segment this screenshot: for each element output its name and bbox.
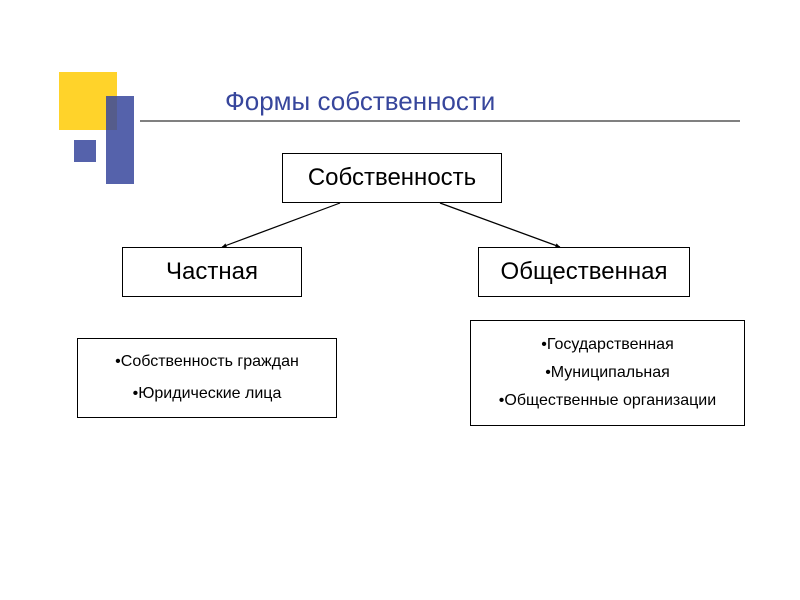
slide-title: Формы собственности [225, 86, 495, 117]
node-root-label: Собственность [308, 164, 476, 192]
node-root: Собственность [282, 153, 502, 203]
node-public: Общественная [478, 247, 690, 297]
list-item: •Общественные организации [499, 392, 716, 410]
decor-blue-small [74, 140, 96, 162]
node-public-items: •Государственная •Муниципальная •Обществен… [470, 320, 745, 426]
decor-blue-large [106, 96, 134, 184]
node-private: Частная [122, 247, 302, 297]
list-item: •Собственность граждан [115, 353, 299, 371]
node-private-items: •Собственность граждан •Юридические лица [77, 338, 337, 418]
list-item: •Юридические лица [133, 385, 282, 403]
node-private-label: Частная [166, 258, 258, 286]
list-item: •Государственная [541, 336, 673, 354]
slide: Формы собственности Собственность Частна… [0, 0, 800, 600]
list-item: •Муниципальная [545, 364, 670, 382]
node-public-label: Общественная [501, 258, 668, 286]
